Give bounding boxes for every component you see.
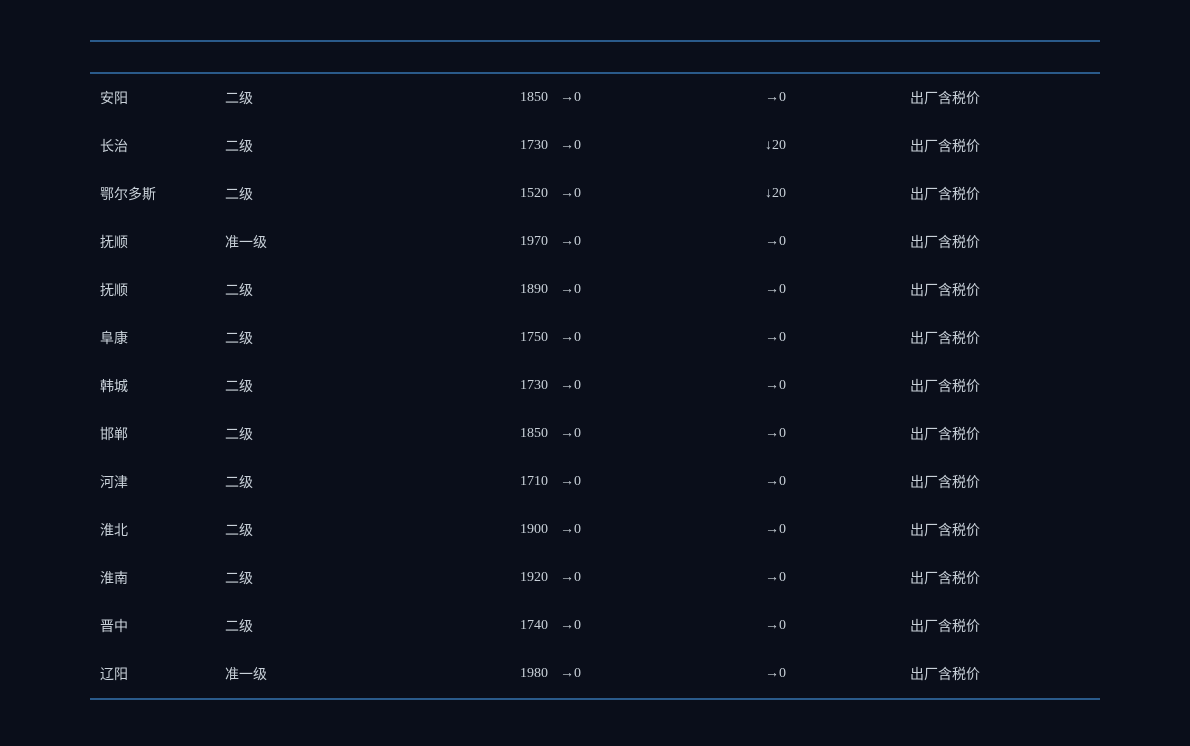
- grade-cell: 二级: [225, 170, 505, 218]
- note-cell: 出厂含税价: [910, 650, 1100, 698]
- table-row: 河津二级1710→0→0出厂含税价: [90, 458, 1100, 506]
- table-row: 韩城二级1730→0→0出厂含税价: [90, 362, 1100, 410]
- table-row: 抚顺准一级1970→0→0出厂含税价: [90, 218, 1100, 266]
- grade-cell: 准一级: [225, 218, 505, 266]
- daily-change-cell: →0: [560, 266, 765, 314]
- daily-change-cell: →0: [560, 506, 765, 554]
- daily-change-cell: →0: [560, 314, 765, 362]
- daily-change-cell: →0: [560, 74, 765, 122]
- grade-cell: 二级: [225, 122, 505, 170]
- table-body: 安阳二级1850→0→0出厂含税价长治二级1730→0↓20出厂含税价鄂尔多斯二…: [90, 74, 1100, 698]
- city-cell: 抚顺: [90, 218, 225, 266]
- period-change-cell: →0: [765, 458, 910, 506]
- note-cell: 出厂含税价: [910, 314, 1100, 362]
- period-change-cell: →0: [765, 602, 910, 650]
- table-row: 安阳二级1850→0→0出厂含税价: [90, 74, 1100, 122]
- period-change-cell: ↓20: [765, 170, 910, 218]
- price-table: 安阳二级1850→0→0出厂含税价长治二级1730→0↓20出厂含税价鄂尔多斯二…: [90, 74, 1100, 698]
- table-row: 辽阳准一级1980→0→0出厂含税价: [90, 650, 1100, 698]
- daily-change-cell: →0: [560, 122, 765, 170]
- price-cell: 1850: [505, 410, 560, 458]
- note-cell: 出厂含税价: [910, 74, 1100, 122]
- top-rule: [90, 40, 1100, 42]
- period-change-cell: →0: [765, 554, 910, 602]
- grade-cell: 二级: [225, 410, 505, 458]
- period-change-cell: →0: [765, 314, 910, 362]
- note-cell: 出厂含税价: [910, 266, 1100, 314]
- city-cell: 阜康: [90, 314, 225, 362]
- note-cell: 出厂含税价: [910, 170, 1100, 218]
- table-row: 抚顺二级1890→0→0出厂含税价: [90, 266, 1100, 314]
- table-row: 淮北二级1900→0→0出厂含税价: [90, 506, 1100, 554]
- price-cell: 1730: [505, 122, 560, 170]
- note-cell: 出厂含税价: [910, 362, 1100, 410]
- note-cell: 出厂含税价: [910, 122, 1100, 170]
- daily-change-cell: →0: [560, 554, 765, 602]
- price-cell: 1890: [505, 266, 560, 314]
- period-change-cell: →0: [765, 410, 910, 458]
- daily-change-cell: →0: [560, 602, 765, 650]
- grade-cell: 二级: [225, 362, 505, 410]
- period-change-cell: →0: [765, 218, 910, 266]
- price-cell: 1740: [505, 602, 560, 650]
- grade-cell: 二级: [225, 266, 505, 314]
- grade-cell: 二级: [225, 554, 505, 602]
- price-cell: 1730: [505, 362, 560, 410]
- daily-change-cell: →0: [560, 170, 765, 218]
- period-change-cell: →0: [765, 266, 910, 314]
- table-row: 长治二级1730→0↓20出厂含税价: [90, 122, 1100, 170]
- city-cell: 长治: [90, 122, 225, 170]
- daily-change-cell: →0: [560, 458, 765, 506]
- note-cell: 出厂含税价: [910, 458, 1100, 506]
- city-cell: 河津: [90, 458, 225, 506]
- table-row: 阜康二级1750→0→0出厂含税价: [90, 314, 1100, 362]
- price-cell: 1980: [505, 650, 560, 698]
- period-change-cell: →0: [765, 74, 910, 122]
- price-cell: 1520: [505, 170, 560, 218]
- table-row: 晋中二级1740→0→0出厂含税价: [90, 602, 1100, 650]
- note-cell: 出厂含税价: [910, 602, 1100, 650]
- city-cell: 邯郸: [90, 410, 225, 458]
- table-row: 鄂尔多斯二级1520→0↓20出厂含税价: [90, 170, 1100, 218]
- price-table-container: 安阳二级1850→0→0出厂含税价长治二级1730→0↓20出厂含税价鄂尔多斯二…: [90, 40, 1100, 700]
- table-row: 邯郸二级1850→0→0出厂含税价: [90, 410, 1100, 458]
- period-change-cell: →0: [765, 650, 910, 698]
- price-cell: 1900: [505, 506, 560, 554]
- grade-cell: 二级: [225, 314, 505, 362]
- price-cell: 1750: [505, 314, 560, 362]
- grade-cell: 二级: [225, 602, 505, 650]
- city-cell: 辽阳: [90, 650, 225, 698]
- city-cell: 淮南: [90, 554, 225, 602]
- daily-change-cell: →0: [560, 362, 765, 410]
- daily-change-cell: →0: [560, 650, 765, 698]
- bottom-rule: [90, 698, 1100, 700]
- city-cell: 晋中: [90, 602, 225, 650]
- period-change-cell: →0: [765, 362, 910, 410]
- city-cell: 安阳: [90, 74, 225, 122]
- daily-change-cell: →0: [560, 218, 765, 266]
- city-cell: 抚顺: [90, 266, 225, 314]
- period-change-cell: →0: [765, 506, 910, 554]
- note-cell: 出厂含税价: [910, 218, 1100, 266]
- grade-cell: 二级: [225, 458, 505, 506]
- grade-cell: 准一级: [225, 650, 505, 698]
- price-cell: 1920: [505, 554, 560, 602]
- price-cell: 1710: [505, 458, 560, 506]
- note-cell: 出厂含税价: [910, 554, 1100, 602]
- daily-change-cell: →0: [560, 410, 765, 458]
- price-cell: 1850: [505, 74, 560, 122]
- city-cell: 鄂尔多斯: [90, 170, 225, 218]
- price-cell: 1970: [505, 218, 560, 266]
- grade-cell: 二级: [225, 506, 505, 554]
- period-change-cell: ↓20: [765, 122, 910, 170]
- city-cell: 韩城: [90, 362, 225, 410]
- note-cell: 出厂含税价: [910, 506, 1100, 554]
- note-cell: 出厂含税价: [910, 410, 1100, 458]
- grade-cell: 二级: [225, 74, 505, 122]
- table-row: 淮南二级1920→0→0出厂含税价: [90, 554, 1100, 602]
- city-cell: 淮北: [90, 506, 225, 554]
